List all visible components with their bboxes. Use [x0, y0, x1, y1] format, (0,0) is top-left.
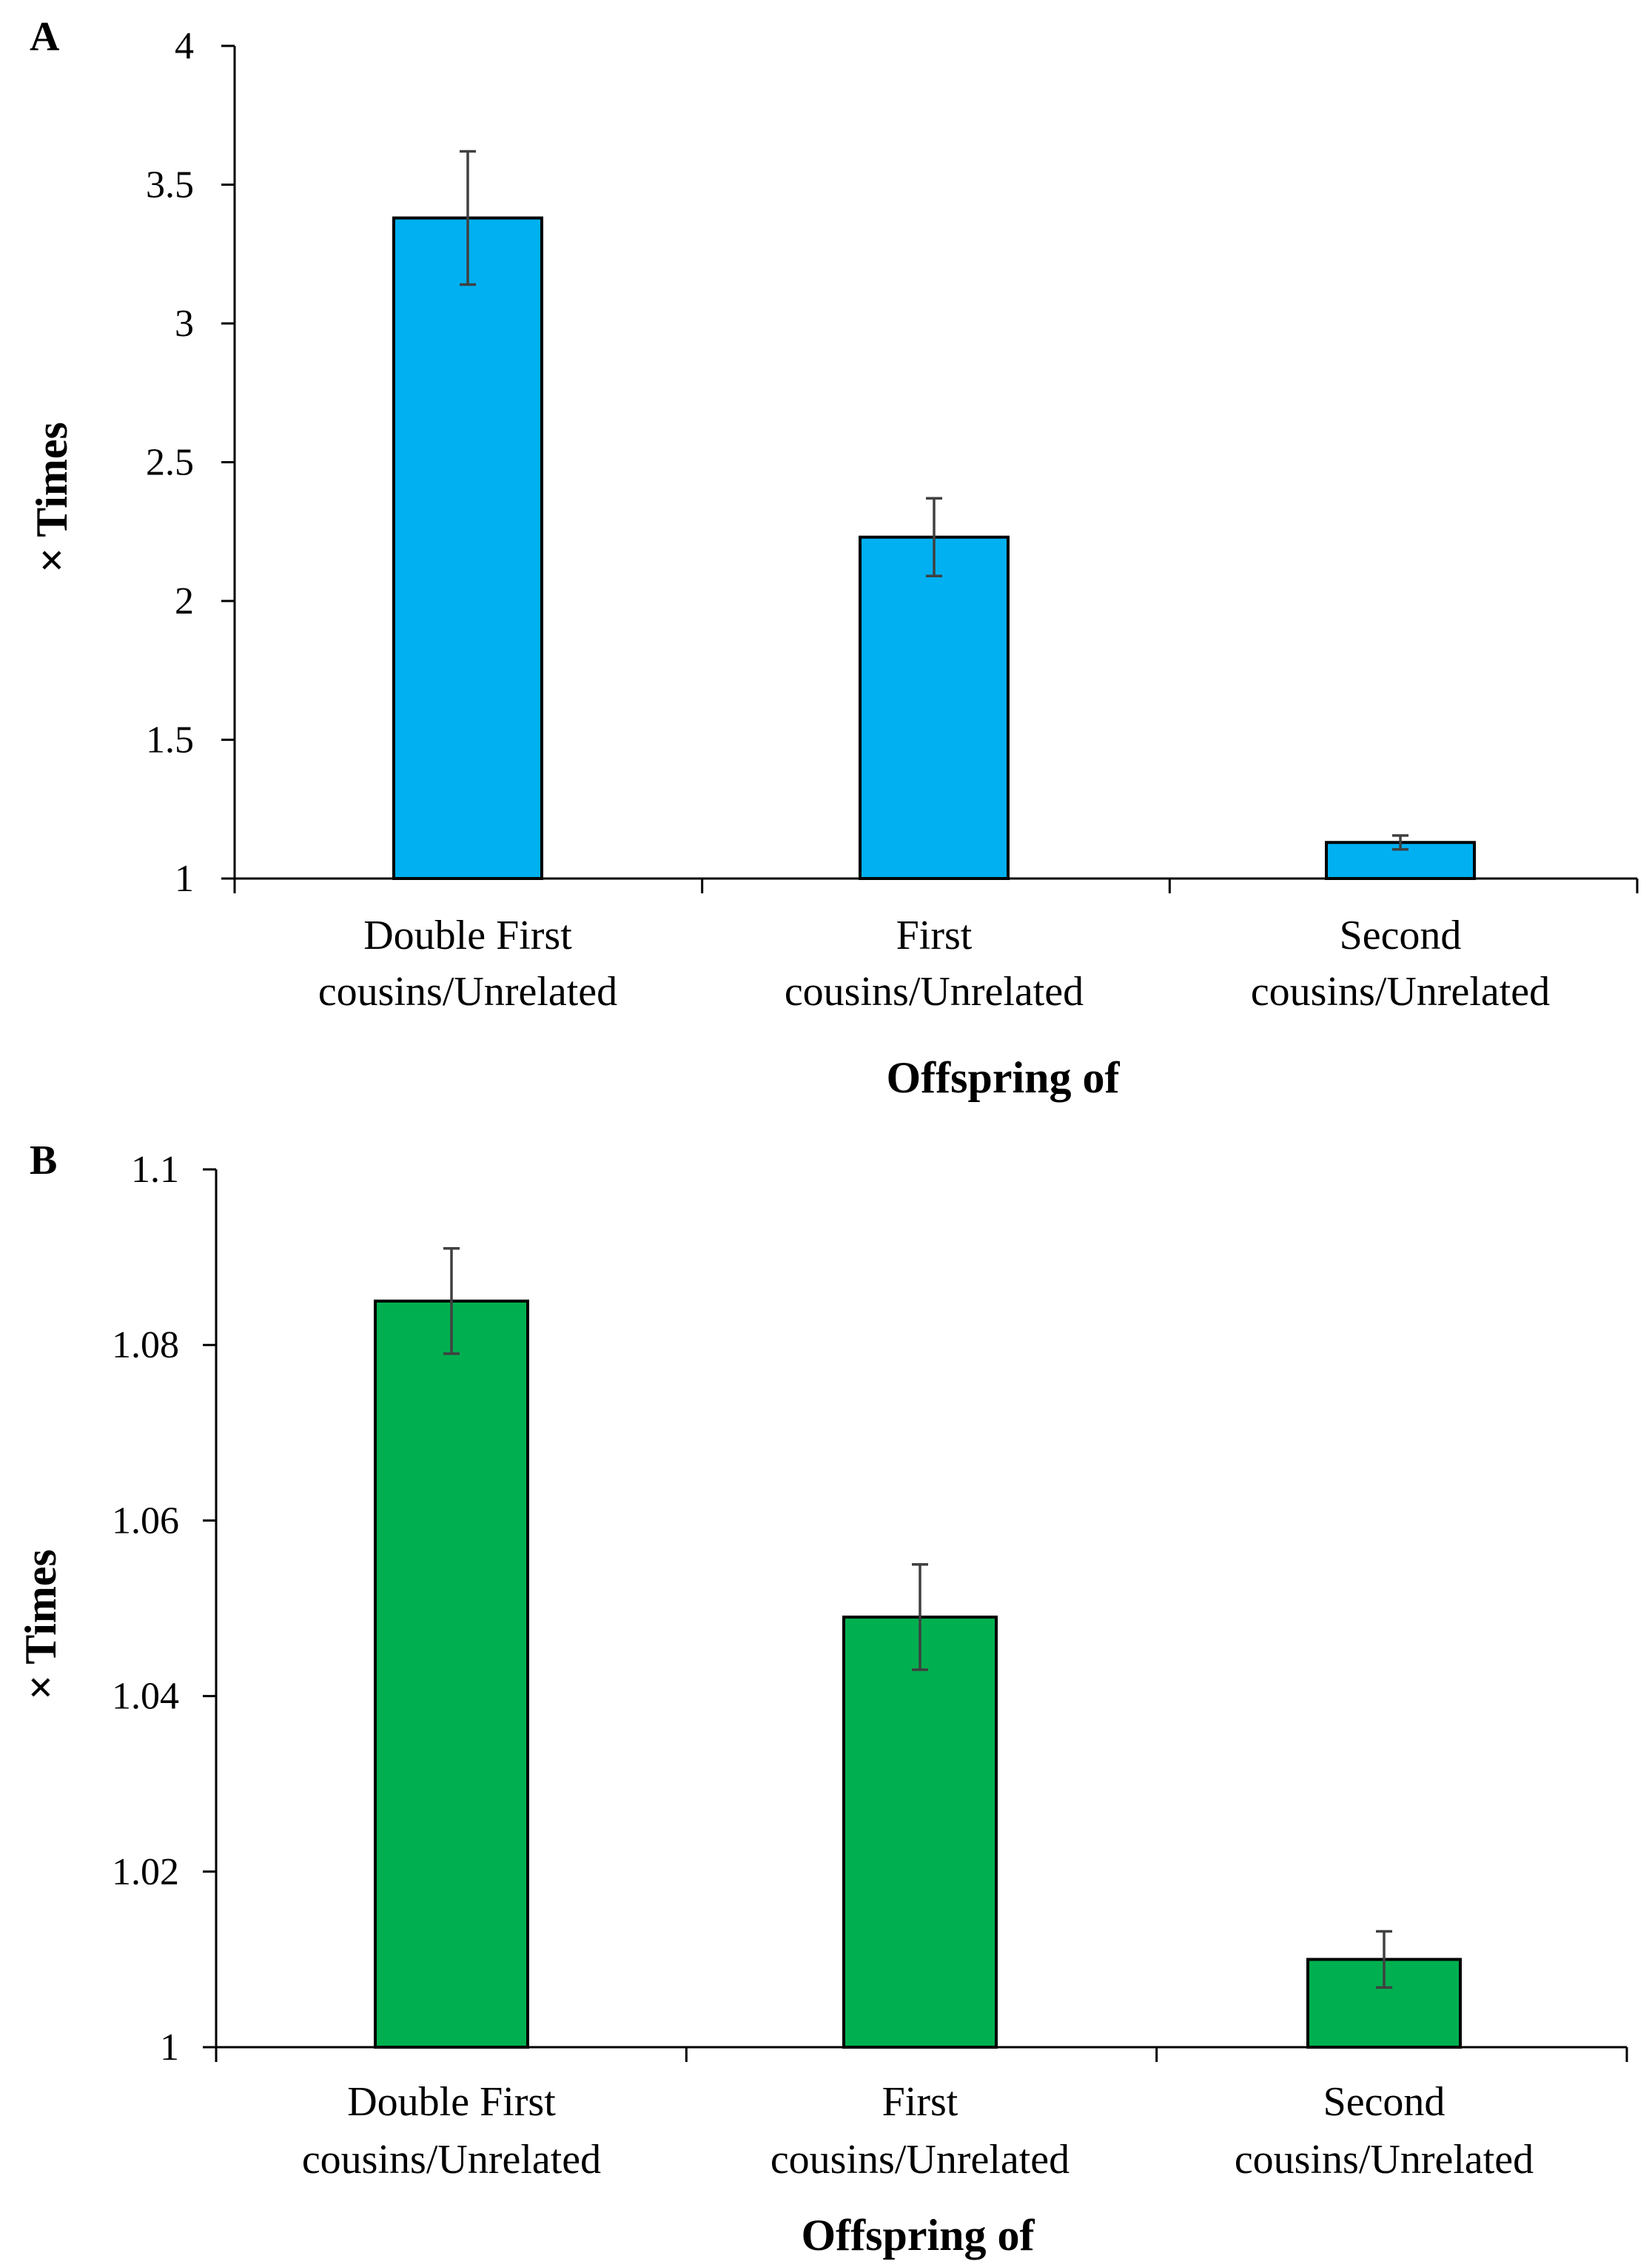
y-tick-label: 1	[175, 858, 194, 900]
category-label: cousins/Unrelated	[302, 2137, 601, 2183]
category-label: Double First	[363, 913, 572, 958]
error-bar	[443, 1246, 460, 1355]
y-axis-title: × Times	[27, 422, 76, 573]
panel-a-chart: A 1 1.5 2 2.5 3 3.5 4 Double First cousins/Unre…	[27, 14, 1639, 1102]
error-bar	[926, 497, 942, 577]
category-label: cousins/Unrelated	[785, 969, 1084, 1015]
y-tick-label: 3.5	[146, 164, 194, 206]
y-tick-label: 3	[175, 303, 194, 345]
y-tick-label: 1.5	[146, 719, 194, 762]
bar	[859, 535, 1010, 880]
error-bar	[1376, 1930, 1392, 1989]
category-label: cousins/Unrelated	[318, 969, 617, 1015]
category-label: First	[882, 2079, 958, 2125]
bar	[842, 1615, 998, 2049]
error-bar	[460, 150, 476, 286]
category-label: Second	[1323, 2079, 1446, 2125]
panel-letter: A	[30, 14, 60, 60]
error-bar	[1392, 834, 1408, 851]
y-tick-label: 1.08	[112, 1324, 179, 1366]
x-axis-title: Offspring of	[802, 2211, 1035, 2260]
y-tick-label: 4	[175, 25, 194, 67]
category-label: Double First	[347, 2079, 556, 2125]
bar	[392, 216, 543, 880]
panel-letter: B	[30, 1138, 57, 1183]
y-tick-label: 1	[160, 2026, 179, 2069]
category-label: cousins/Unrelated	[1251, 969, 1550, 1015]
bar	[374, 1299, 529, 2049]
y-axis-title: × Times	[16, 1549, 65, 1700]
category-label: cousins/Unrelated	[1235, 2137, 1534, 2183]
error-bar	[912, 1562, 928, 1671]
x-axis-title: Offspring of	[887, 1053, 1121, 1102]
y-tick-label: 2	[175, 580, 194, 622]
category-label: cousins/Unrelated	[770, 2137, 1070, 2183]
y-tick-label: 1.04	[112, 1676, 179, 1718]
y-tick-label: 1.02	[112, 1851, 179, 1893]
y-tick-label: 1.06	[112, 1499, 179, 1542]
y-tick-label: 1.1	[131, 1149, 179, 1191]
y-tick-label: 2.5	[146, 442, 194, 484]
category-label: First	[896, 913, 973, 958]
category-label: Second	[1340, 913, 1462, 958]
panel-b-chart: B 1 1.02 1.04 1.06 1.08 1.1 Double First cousi…	[16, 1138, 1628, 2260]
